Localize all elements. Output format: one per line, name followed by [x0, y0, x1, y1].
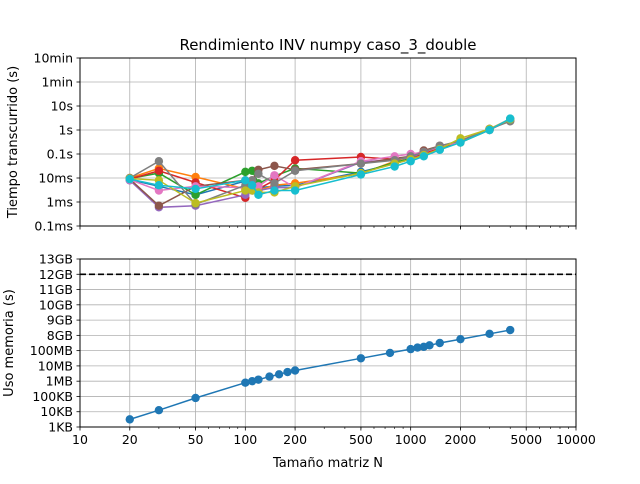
- top-series-point: [270, 186, 279, 195]
- top-series-point: [406, 157, 415, 166]
- bottom-series-group: [125, 325, 515, 424]
- top-series-point: [125, 174, 134, 184]
- top-series-group: [125, 114, 515, 212]
- x-axis-label: Tamaño matriz N: [272, 456, 383, 471]
- top-series-point: [435, 145, 444, 154]
- top-series-point: [154, 201, 164, 210]
- x-tick-label: 2000: [445, 432, 477, 447]
- top-y-tick-label: 10ms: [38, 171, 73, 186]
- top-series-line: [129, 118, 511, 204]
- bottom-y-tick-label: 1MB: [46, 374, 73, 389]
- top-ticks: 0.1ms 1ms 10ms 0.1s 1s 10s 1min 10min: [34, 51, 577, 234]
- memory-series-point: [456, 334, 465, 344]
- top-series-point: [254, 190, 263, 199]
- x-tick-label: 10000: [556, 432, 596, 447]
- chart-title: Rendimiento INV numpy caso_3_double: [179, 36, 476, 55]
- memory-series-point: [406, 344, 415, 354]
- memory-series-point: [435, 338, 444, 348]
- memory-series-point: [506, 325, 515, 335]
- top-series-point: [456, 138, 465, 147]
- bottom-y-tick-label: 10GB: [39, 297, 73, 312]
- bottom-y-tick-label: 10MB: [38, 358, 73, 373]
- top-series-line: [129, 117, 511, 196]
- top-series-point: [270, 161, 279, 171]
- memory-series-point: [283, 367, 292, 377]
- bottom-y-tick-label: 13GB: [39, 252, 73, 267]
- memory-series-point: [154, 406, 164, 415]
- memory-series-point: [274, 370, 284, 379]
- top-series-point: [506, 114, 515, 123]
- top-series-point: [191, 198, 200, 208]
- top-series-point: [270, 171, 279, 180]
- top-series-9: [125, 114, 515, 199]
- memory-series-point: [425, 341, 434, 350]
- memory-series-point: [125, 415, 134, 424]
- top-series-point: [356, 170, 366, 179]
- memory-series-point: [265, 372, 274, 381]
- memory-series-point: [356, 354, 366, 363]
- memory-series-point: [254, 375, 263, 384]
- top-series-point: [356, 159, 366, 168]
- bottom-y-axis-label: Uso memoria (s): [2, 289, 17, 397]
- top-series-point: [419, 152, 428, 161]
- x-tick-label: 50: [188, 432, 204, 447]
- top-plot-panel: 0.1ms 1ms 10ms 0.1s 1s 10s 1min 10min Rendimien…: [6, 36, 577, 234]
- bottom-y-tick-label: 8GB: [47, 328, 73, 343]
- top-y-tick-label: 0.1s: [47, 147, 73, 162]
- top-series-point: [390, 162, 399, 171]
- x-tick-label: 100: [233, 432, 257, 447]
- top-series-point: [241, 176, 250, 185]
- bottom-y-tick-label: 12GB: [39, 267, 73, 282]
- top-series-point: [485, 125, 494, 135]
- top-y-tick-label: 0.1ms: [34, 219, 73, 234]
- bottom-axes-frame: [79, 258, 577, 428]
- memory-series-point: [241, 378, 250, 387]
- top-series-point: [241, 186, 250, 195]
- bottom-plot-panel: 10 20 50 100 200 500 1000 2000 5000 100001KB10KB1…: [2, 252, 596, 472]
- x-tick-label: 500: [349, 432, 373, 447]
- top-series-point: [154, 157, 164, 166]
- top-series-point: [191, 184, 200, 194]
- bottom-y-tick-label: 100KB: [32, 389, 73, 404]
- bottom-y-tick-label: 11GB: [39, 282, 73, 297]
- top-y-tick-label: 10min: [34, 51, 73, 66]
- bottom-y-tick-label: 100MB: [30, 343, 73, 358]
- top-series-point: [247, 166, 257, 175]
- x-tick-label: 20: [122, 432, 138, 447]
- top-series-point: [254, 182, 263, 191]
- memory-series-point: [191, 393, 200, 403]
- top-y-tick-label: 1min: [41, 75, 73, 90]
- top-series-point: [290, 186, 300, 195]
- x-tick-label: 1000: [395, 432, 427, 447]
- bottom-ticks: 10 20 50 100 200 500 1000 2000 5000 100001KB10KB1…: [30, 252, 596, 448]
- x-tick-label: 5000: [510, 432, 542, 447]
- top-axes-frame: [79, 57, 577, 227]
- bottom-y-tick-label: 9GB: [47, 313, 73, 328]
- top-y-axis-label: Tiempo transcurrido (s): [6, 66, 21, 219]
- top-y-tick-label: 1s: [59, 123, 73, 138]
- x-tick-label: 200: [283, 432, 307, 447]
- memory-series-point: [385, 348, 395, 358]
- top-series-point: [247, 181, 257, 190]
- top-y-tick-label: 1ms: [46, 195, 73, 210]
- memory-series-point: [413, 343, 422, 352]
- x-tick-label: 10: [72, 432, 88, 447]
- top-series-point: [290, 166, 300, 175]
- top-series-point: [270, 179, 279, 188]
- bottom-y-tick-label: 10KB: [40, 404, 73, 419]
- top-series-point: [154, 181, 164, 190]
- memory-series-point: [290, 366, 300, 375]
- memory-series-point: [485, 329, 494, 339]
- top-series-point: [154, 166, 164, 175]
- bottom-y-tick-label: 1KB: [48, 420, 73, 435]
- top-y-tick-label: 10s: [51, 99, 73, 114]
- top-series-point: [290, 156, 300, 165]
- top-series-point: [254, 169, 263, 178]
- bottom-series-0: [125, 325, 515, 424]
- top-series-point: [191, 190, 200, 199]
- top-series-point: [241, 167, 250, 177]
